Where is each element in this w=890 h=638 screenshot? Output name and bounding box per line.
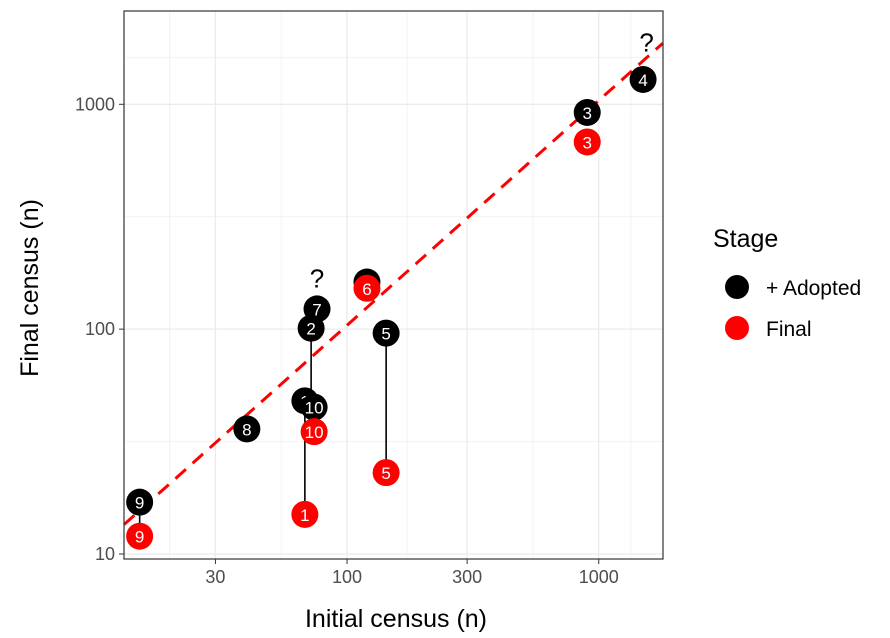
adopted-point-7: [303, 295, 331, 323]
adopted-point-label-8: 8: [242, 420, 251, 439]
adopted-point-label-2: 2: [306, 320, 315, 339]
legend-label-adopted: + Adopted: [766, 277, 861, 300]
x-tick-label: 300: [452, 567, 482, 587]
adopted-point-4: [629, 65, 657, 93]
annotation-layer: ??: [310, 28, 654, 294]
x-tick-label: 1000: [579, 567, 619, 587]
final-point-label-1: 1: [300, 506, 309, 525]
adopted-point-3: [573, 98, 601, 126]
reference-line-layer: [123, 41, 664, 526]
adopted-point-label-10: 10: [305, 399, 324, 418]
y-axis-title: Final census (n): [16, 199, 44, 377]
final-point-label-6: 6: [362, 280, 371, 299]
y-tick-label: 1000: [75, 94, 115, 114]
final-point-label-3: 3: [582, 133, 591, 152]
legend-title: Stage: [713, 225, 778, 253]
legend-label-final: Final: [766, 318, 812, 341]
final-point-10: [300, 418, 328, 446]
adopted-point-8: [233, 415, 261, 443]
adopted-point-label-9: 9: [135, 494, 144, 513]
final-point-1: [291, 500, 319, 528]
adopted-point-label-5: 5: [381, 325, 390, 344]
adopted-point-9: [126, 488, 154, 516]
x-axis-title: Initial census (n): [305, 605, 487, 633]
adopted-point-10: [300, 393, 328, 421]
final-point-3: [573, 128, 601, 156]
axis-ticks: 30 100 300 1000 10 100 1000: [75, 94, 619, 587]
adopted-point-label-3: 3: [582, 104, 591, 123]
final-point-label-5: 5: [381, 464, 390, 483]
y-tick-label: 100: [85, 319, 115, 339]
final-point-5: [372, 459, 400, 487]
legend-swatch-final: [725, 316, 749, 340]
points-layer: 123456789101356910: [126, 65, 657, 550]
adopted-point-5: [372, 319, 400, 347]
legend-swatch-adopted: [725, 275, 749, 299]
y-tick-label: 10: [95, 544, 115, 564]
adopted-point-label-4: 4: [638, 71, 647, 90]
reference-line: [123, 41, 664, 526]
annotation-question-mark: ?: [639, 28, 653, 58]
panel-border: [123, 10, 664, 560]
final-point-label-9: 9: [135, 528, 144, 547]
final-point-9: [126, 522, 154, 550]
adopted-point-label-7: 7: [312, 300, 321, 319]
x-tick-label: 100: [332, 567, 362, 587]
final-point-6: [353, 274, 381, 302]
final-point-label-10: 10: [305, 423, 324, 442]
x-tick-label: 30: [205, 567, 225, 587]
legend: Stage + Adopted Final: [713, 225, 861, 341]
annotation-question-mark: ?: [310, 263, 324, 293]
